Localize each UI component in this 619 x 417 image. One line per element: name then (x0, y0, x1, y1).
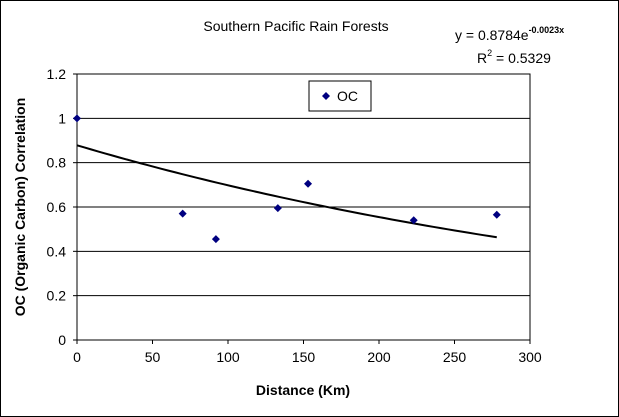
trendline-equation: y = 0.8784e-0.0023x (455, 25, 564, 43)
trendline-group (76, 144, 497, 239)
trendline-r2-label: R (477, 50, 487, 66)
x-tick-label-0: 0 (73, 349, 81, 365)
x-tick-label-1: 50 (145, 349, 161, 365)
legend-label-oc: OC (337, 88, 358, 104)
y-tick-label-0: 0 (58, 332, 66, 348)
trendline-equation-exponent: -0.0023x (529, 25, 565, 35)
x-tick-label-3: 150 (292, 349, 316, 365)
legend-box (308, 80, 372, 112)
y-tick-label-6: 1.2 (47, 66, 67, 82)
legend: OC (308, 80, 372, 112)
axes: 0 0.2 0.4 0.6 0.8 1 1.2 0 50 100 150 200 250 300 (47, 66, 542, 365)
data-point-0-2 (211, 235, 220, 244)
trendline-curve (76, 144, 497, 239)
legend-marker-oc (322, 92, 330, 100)
data-point-0-6 (492, 210, 501, 219)
trendline-r2: R2 = 0.5329 (477, 48, 551, 66)
data-point-0-4 (304, 179, 313, 188)
trendline-r2-value: = 0.5329 (492, 50, 551, 66)
data-point-0-3 (273, 204, 282, 213)
x-axis-label: Distance (Km) (256, 382, 350, 398)
y-tick-label-3: 0.6 (47, 199, 67, 215)
x-tick-label-2: 100 (216, 349, 240, 365)
trendline-r2-superscript: 2 (487, 48, 492, 58)
data-point-0-1 (178, 209, 187, 218)
x-tick-label-4: 200 (367, 349, 391, 365)
chart-title: Southern Pacific Rain Forests (203, 18, 388, 34)
x-tick-label-5: 250 (443, 349, 467, 365)
data-point-0-0 (73, 114, 81, 123)
trendline-equation-main: y = 0.8784e (455, 27, 529, 43)
y-tick-label-5: 1 (58, 110, 66, 126)
data-points (73, 114, 501, 244)
y-tick-label-1: 0.2 (47, 288, 67, 304)
x-tick-label-6: 300 (518, 349, 542, 365)
y-tick-label-2: 0.4 (47, 243, 67, 259)
y-axis-label: OC (Organic Carbon) Correlation (12, 98, 28, 317)
y-tick-label-4: 0.8 (47, 155, 67, 171)
data-point-0-5 (409, 216, 418, 225)
